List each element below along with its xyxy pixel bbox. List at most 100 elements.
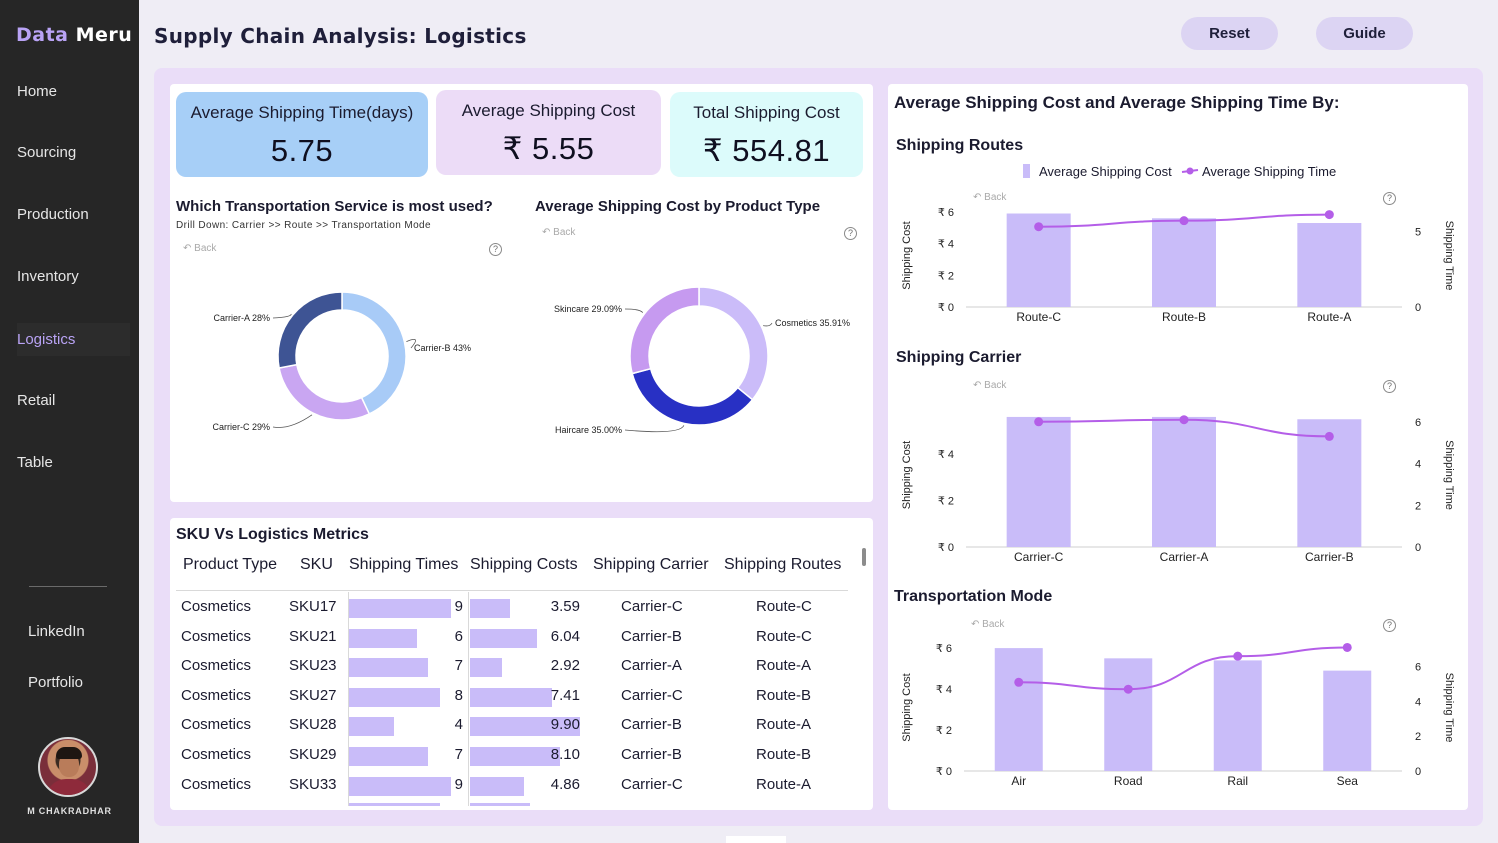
col-header-product-type[interactable]: Product Type (183, 556, 277, 573)
cell-shipping-carrier[interactable]: Carrier-C (621, 686, 683, 704)
table-title: SKU Vs Logistics Metrics (176, 526, 369, 543)
cell-product-type[interactable]: Cosmetics (181, 775, 252, 793)
cell-shipping-route[interactable]: Route-A (756, 716, 812, 734)
col-header-shipping-routes[interactable]: Shipping Routes (724, 556, 842, 573)
cell-product-type[interactable]: Cosmetics (181, 657, 252, 675)
y2-axis-label: Shipping Time (1443, 440, 1455, 510)
cell-shipping-cost[interactable]: 9.90 (550, 716, 580, 734)
x-tick-label: Route-B (1162, 310, 1206, 324)
y-tick-label: ₹ 4 (938, 239, 954, 251)
cell-product-type[interactable]: Cosmetics (181, 627, 252, 645)
sidebar-divider (29, 586, 107, 587)
x-tick-label: Carrier-B (1305, 550, 1354, 564)
routes-help-icon[interactable]: ? (1383, 192, 1396, 205)
y2-tick-label: 5 (1415, 226, 1421, 238)
cell-shipping-route[interactable]: Route-A (756, 657, 812, 675)
back-label: Back (982, 619, 1005, 630)
carrier-help-icon[interactable]: ? (1383, 380, 1396, 393)
cell-shipping-route[interactable]: Route-C (756, 627, 812, 645)
sidebar-item-sourcing[interactable]: Sourcing (17, 144, 77, 161)
cell-product-type[interactable]: Cosmetics (181, 686, 252, 704)
cell-sku[interactable]: SKU27 (289, 686, 337, 704)
sidebar-item-logistics[interactable]: Logistics (17, 323, 130, 356)
cell-shipping-cost[interactable]: 2.92 (550, 657, 580, 675)
cell-product-type[interactable]: Cosmetics (181, 598, 252, 615)
cell-sku[interactable]: SKU29 (289, 746, 337, 763)
sidebar-item-production[interactable]: Production (17, 206, 89, 223)
page-tab-indicator[interactable] (726, 836, 786, 843)
shipping-time-bar (349, 687, 440, 707)
col-header-sku[interactable]: SKU (300, 556, 333, 573)
cell-sku[interactable]: SKU28 (289, 716, 337, 734)
donut-slice-label: Skincare 29.09% (554, 304, 622, 314)
reset-button[interactable]: Reset (1181, 17, 1278, 50)
avatar-face (59, 753, 79, 777)
shipping-cost-bar (470, 747, 560, 766)
donut-slice-cosmetics (698, 286, 769, 401)
cell-shipping-carrier[interactable]: Carrier-B (621, 627, 682, 645)
cell-shipping-cost[interactable]: 4.86 (550, 775, 580, 793)
cell-sku[interactable]: SKU17 (289, 598, 337, 615)
cell-sku[interactable]: SKU21 (289, 627, 337, 645)
col-header-shipping-carrier[interactable]: Shipping Carrier (593, 556, 709, 573)
cell-shipping-cost[interactable]: 6.04 (550, 627, 580, 645)
cell-shipping-cost[interactable]: 8.10 (550, 746, 580, 763)
mode-help-icon[interactable]: ? (1383, 619, 1396, 632)
y-tick-label: ₹ 0 (938, 542, 954, 554)
x-tick-label: Carrier-A (1160, 550, 1209, 564)
cell-sku[interactable]: SKU33 (289, 775, 337, 793)
carrier-back-button[interactable]: ↶ Back (973, 380, 1007, 391)
time-point-sea (1342, 642, 1352, 652)
cell-shipping-cost[interactable]: 7.41 (550, 686, 580, 704)
cell-shipping-time[interactable]: 8 (454, 686, 463, 704)
cell-shipping-time[interactable]: 4 (454, 716, 463, 734)
cell-sku[interactable]: SKU23 (289, 657, 337, 675)
cell-shipping-carrier[interactable]: Carrier-A (621, 657, 682, 675)
y-tick-label: ₹ 6 (936, 643, 952, 655)
guide-button[interactable]: Guide (1316, 17, 1413, 50)
mode-back-button[interactable]: ↶ Back (971, 619, 1005, 630)
col-header-shipping-costs[interactable]: Shipping Costs (470, 556, 578, 573)
table-header-divider (176, 590, 848, 591)
y2-tick-label: 0 (1415, 542, 1421, 554)
sidebar-item-retail[interactable]: Retail (17, 392, 56, 409)
routes-back-button[interactable]: ↶ Back (973, 192, 1007, 203)
linkedin-link[interactable]: LinkedIn (28, 623, 85, 640)
cell-shipping-route[interactable]: Route-C (756, 598, 812, 615)
sidebar-item-table[interactable]: Table (17, 454, 53, 471)
table-scrollbar[interactable] (862, 548, 866, 566)
brand-logo: Data Meru (16, 24, 132, 46)
cell-shipping-time[interactable]: 7 (454, 657, 463, 675)
product-help-icon[interactable]: ? (844, 227, 857, 240)
x-tick-label: Sea (1337, 774, 1359, 788)
page-title: Supply Chain Analysis: Logistics (154, 24, 527, 48)
cell-shipping-route[interactable]: Route-A (756, 775, 812, 793)
brand-part2: Meru (75, 24, 133, 46)
donut-slice-label: Carrier-A 28% (213, 313, 270, 323)
shipping-cost-bar (470, 717, 580, 737)
portfolio-link[interactable]: Portfolio (28, 674, 84, 691)
col-header-shipping-times[interactable]: Shipping Times (349, 556, 459, 573)
cell-shipping-cost[interactable]: 3.59 (550, 598, 580, 615)
back-label: Back (553, 227, 576, 238)
cell-shipping-carrier[interactable]: Carrier-B (621, 716, 682, 734)
sidebar-item-inventory[interactable]: Inventory (17, 268, 79, 285)
cell-shipping-time[interactable]: 9 (454, 598, 463, 615)
transport-help-icon[interactable]: ? (489, 243, 502, 256)
legend-time-label[interactable]: Average Shipping Time (1202, 164, 1337, 179)
cell-product-type[interactable]: Cosmetics (181, 716, 252, 734)
cell-shipping-route[interactable]: Route-B (756, 746, 812, 763)
cell-shipping-route[interactable]: Route-B (756, 686, 812, 704)
cell-shipping-carrier[interactable]: Carrier-B (621, 746, 682, 763)
cell-shipping-time[interactable]: 6 (454, 627, 463, 645)
cell-product-type[interactable]: Cosmetics (181, 746, 252, 763)
cell-shipping-carrier[interactable]: Carrier-C (621, 598, 683, 615)
legend-cost-label[interactable]: Average Shipping Cost (1039, 164, 1172, 179)
cell-shipping-time[interactable]: 9 (454, 775, 463, 793)
sidebar-item-home[interactable]: Home (17, 83, 58, 100)
cell-shipping-time[interactable]: 7 (454, 746, 463, 763)
cell-shipping-carrier[interactable]: Carrier-C (621, 775, 683, 793)
transport-back-button[interactable]: ↶ Back (183, 243, 217, 254)
back-label: Back (984, 380, 1007, 391)
product-back-button[interactable]: ↶ Back (542, 227, 576, 238)
